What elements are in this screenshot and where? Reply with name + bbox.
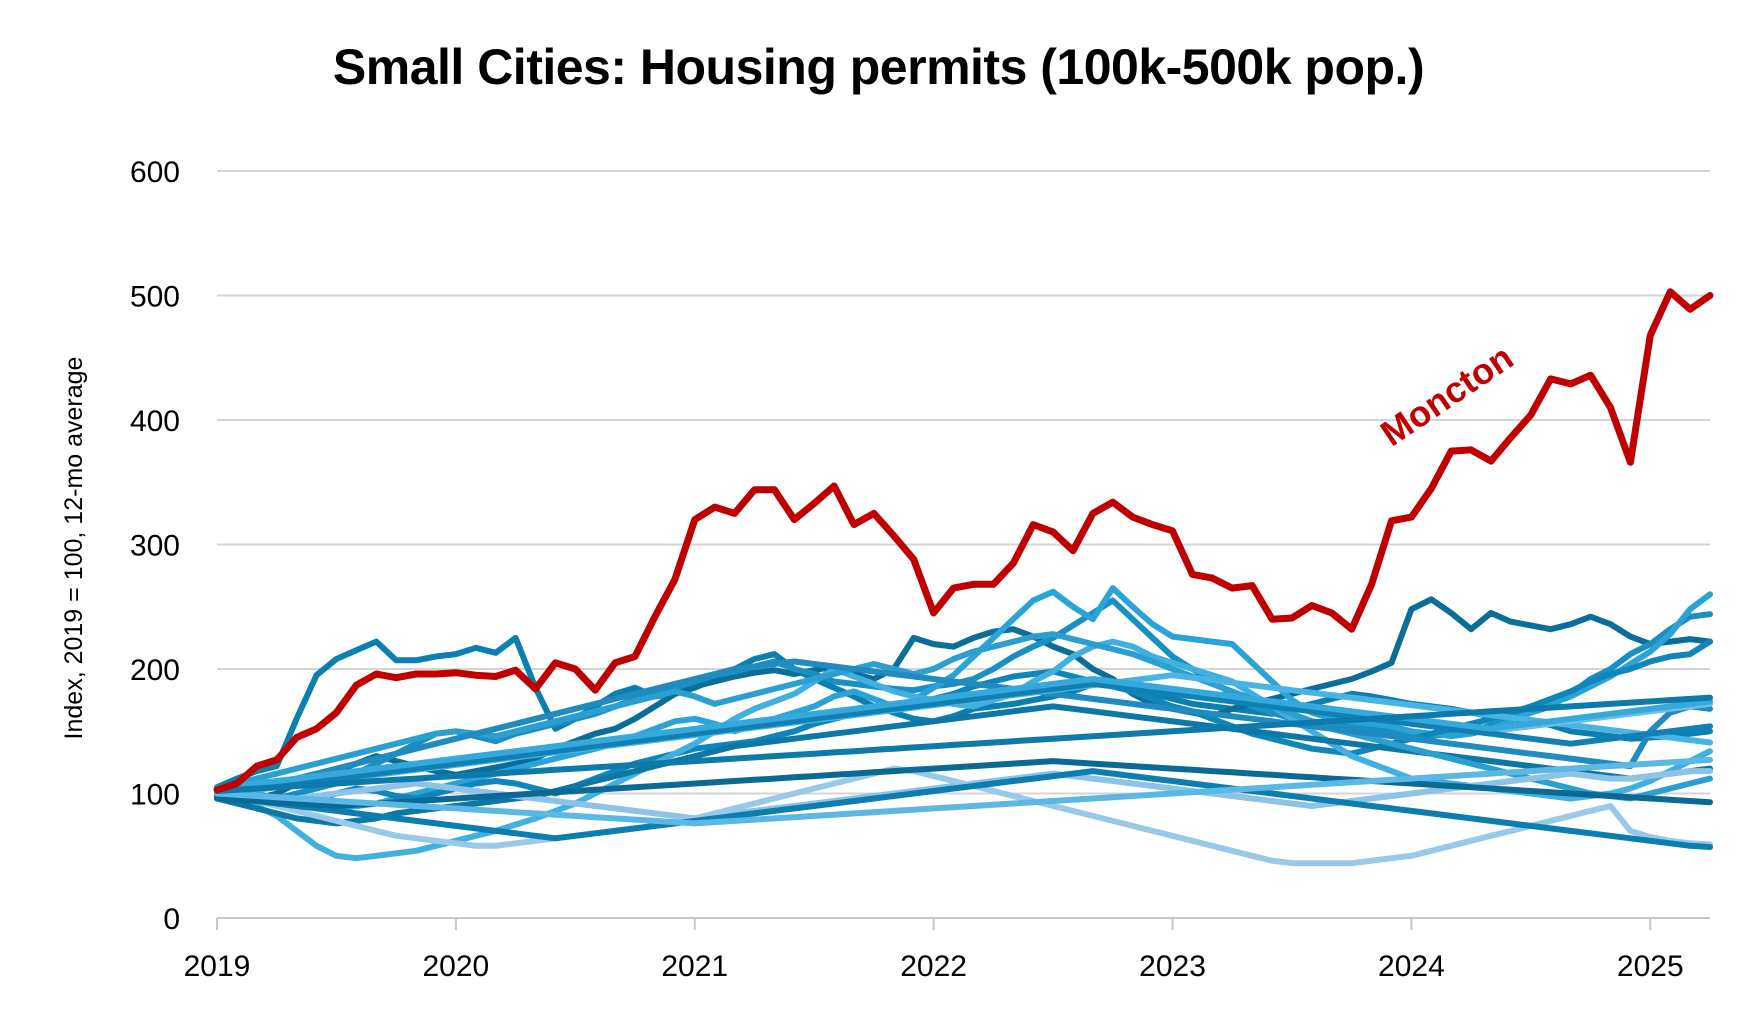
y-tick-label: 200 <box>130 654 180 687</box>
series-lines <box>214 585 1713 867</box>
series-line-5 <box>214 585 1713 812</box>
series-line-8 <box>214 703 1713 827</box>
x-tick-label: 2023 <box>1139 950 1206 983</box>
series-line-20 <box>214 694 1713 794</box>
y-tick-label: 300 <box>130 530 180 563</box>
series-line-12 <box>214 658 1713 797</box>
y-axis-title: Index, 2019 = 100, 12-mo average <box>60 357 88 740</box>
series-line-11 <box>214 765 1713 867</box>
annotations: Moncton <box>1373 336 1520 454</box>
x-tick-label: 2025 <box>1617 950 1684 983</box>
series-line-17 <box>214 676 1713 792</box>
series-line-16 <box>214 680 1713 797</box>
y-tick-label: 100 <box>130 779 180 812</box>
annotation-moncton-label: Moncton <box>1373 336 1520 454</box>
y-tick-label: 400 <box>130 405 180 438</box>
x-tick-label: 2024 <box>1378 950 1445 983</box>
axes: 0 100 200 300 400 500 600 2019 2020 2021 2022 2023 2… <box>130 156 1710 983</box>
y-tick-label: 500 <box>130 281 180 314</box>
series-line-18 <box>214 758 1713 809</box>
y-tick-label: 0 <box>163 903 180 936</box>
series-line-9 <box>214 631 1713 802</box>
x-tick-label: 2021 <box>661 950 728 983</box>
x-tick-label: 2019 <box>184 950 251 983</box>
highlight-series <box>213 288 1714 794</box>
series-line-14 <box>214 768 1713 850</box>
x-tick-label: 2020 <box>423 950 490 983</box>
series-line-19 <box>214 756 1713 827</box>
y-tick-label: 600 <box>130 156 180 189</box>
chart-title: Small Cities: Housing permits (100k-500k… <box>332 39 1425 95</box>
x-tick-label: 2022 <box>900 950 967 983</box>
series-line-moncton <box>213 288 1714 794</box>
